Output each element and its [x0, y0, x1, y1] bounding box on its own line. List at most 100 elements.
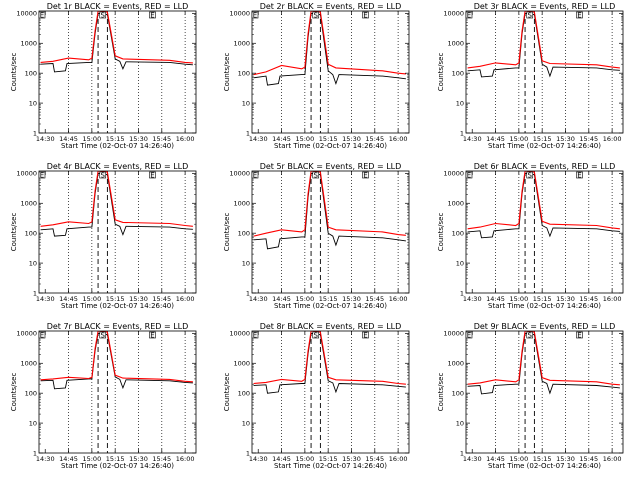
time-marker-label: E — [253, 171, 257, 179]
plot-frame — [251, 330, 410, 454]
x-tick-label: 14:45 — [59, 135, 78, 143]
x-tick-label: 15:45 — [365, 455, 384, 463]
time-marker: E — [576, 171, 583, 179]
chart-panel-6: Det 6r BLACK = Events, RED = LLD 1 10 100 10… — [437, 162, 624, 310]
y-tick-label: 1000 — [20, 40, 37, 48]
y-tick-label: 1000 — [233, 200, 250, 208]
time-marker-label: E — [253, 11, 257, 19]
x-tick-label: 15:00 — [295, 455, 314, 463]
x-tick-label: 15:00 — [509, 295, 528, 303]
y-tick-label: 10 — [456, 259, 464, 267]
time-marker-label: E — [40, 331, 44, 339]
time-marker-label: E — [467, 331, 471, 339]
y-tick-label: 10000 — [16, 10, 37, 18]
time-marker: E — [38, 11, 46, 19]
x-tick-label: 15:15 — [106, 455, 125, 463]
chart-title: Det 6r BLACK = Events, RED = LLD — [474, 162, 616, 171]
y-tick-label: 10000 — [443, 330, 464, 338]
x-tick-label: 15:15 — [319, 135, 338, 143]
chart-title: Det 5r BLACK = Events, RED = LLD — [260, 162, 402, 171]
y-tick-label: 10 — [242, 419, 250, 427]
x-tick-label: 14:45 — [59, 295, 78, 303]
x-tick-label: 14:30 — [463, 135, 482, 143]
y-tick-label: 1000 — [20, 200, 37, 208]
x-tick-label: 14:45 — [272, 295, 291, 303]
x-tick-label: 15:15 — [533, 455, 552, 463]
time-marker: E — [149, 11, 156, 19]
time-marker-box — [312, 171, 320, 179]
time-marker: E — [251, 171, 259, 179]
time-marker-box — [38, 171, 46, 179]
y-tick-label: 10 — [29, 419, 37, 427]
x-tick-label: 16:00 — [389, 135, 408, 143]
plot-frame — [251, 10, 410, 134]
time-marker-label: E — [363, 331, 367, 339]
series-group — [40, 171, 193, 237]
y-tick-label: 100 — [25, 389, 37, 397]
chart-panel-1: Det 1r BLACK = Events, RED = LLD 1 10 100 10… — [10, 2, 197, 150]
x-tick-label: 16:00 — [176, 135, 195, 143]
x-tick-label: 14:45 — [486, 455, 505, 463]
x-tick-label: 14:30 — [36, 295, 55, 303]
y-tick-label: 1000 — [447, 40, 464, 48]
x-tick-label: 16:00 — [603, 295, 622, 303]
x-tick-label: 15:45 — [152, 295, 171, 303]
time-marker: E — [38, 171, 46, 179]
y-tick-label: 100 — [452, 389, 464, 397]
y-tick-label: 10 — [456, 99, 464, 107]
time-marker-box — [312, 331, 320, 339]
time-marker-label: E — [363, 11, 367, 19]
x-tick-label: 15:15 — [106, 135, 125, 143]
y-tick-label: 10 — [242, 99, 250, 107]
y-tick-label: 100 — [452, 229, 464, 237]
series-events-line — [467, 12, 620, 78]
y-tick-label: 10 — [29, 259, 37, 267]
time-marker-label: S — [314, 331, 319, 339]
time-marker-label: S — [314, 11, 319, 19]
plot-frame — [38, 10, 197, 134]
x-tick-label: 14:30 — [249, 135, 268, 143]
plot-frame — [251, 170, 410, 294]
y-axis-label: Counts/sec — [10, 53, 18, 92]
y-tick-label: 10000 — [16, 170, 37, 178]
time-marker-box — [251, 171, 259, 179]
time-marker-box — [465, 11, 473, 19]
y-axis-label: Counts/sec — [10, 373, 18, 412]
time-marker: E — [149, 331, 156, 339]
time-marker-box — [149, 331, 156, 339]
time-marker: E — [251, 331, 259, 339]
time-marker-label: S — [528, 171, 533, 179]
series-events-line — [40, 12, 193, 73]
time-marker: S — [99, 171, 107, 179]
time-marker-label: E — [40, 11, 44, 19]
time-marker-label: S — [101, 171, 106, 179]
time-marker: S — [99, 331, 107, 339]
time-marker-label: E — [253, 331, 257, 339]
chart-panel-2: Det 2r BLACK = Events, RED = LLD 1 10 100 10… — [223, 2, 410, 150]
time-marker: S — [312, 11, 320, 19]
time-marker: E — [576, 11, 583, 19]
time-marker-box — [149, 11, 156, 19]
y-tick-label: 10 — [29, 99, 37, 107]
x-tick-label: 15:45 — [365, 295, 384, 303]
x-tick-label: 15:30 — [129, 135, 148, 143]
time-marker: E — [465, 11, 473, 19]
y-tick-label: 1000 — [447, 360, 464, 368]
series-group — [253, 331, 406, 394]
chart-title: Det 9r BLACK = Events, RED = LLD — [474, 322, 616, 331]
y-axis-label: Counts/sec — [437, 53, 445, 92]
x-tick-label: 14:30 — [249, 295, 268, 303]
time-marker-label: S — [314, 171, 319, 179]
x-tick-label: 15:30 — [556, 455, 575, 463]
y-axis-label: Counts/sec — [10, 213, 18, 252]
x-tick-label: 15:15 — [533, 295, 552, 303]
x-tick-label: 15:30 — [342, 295, 361, 303]
chart-panel-9: Det 9r BLACK = Events, RED = LLD 1 10 100 10… — [437, 322, 624, 470]
y-tick-label: 100 — [452, 69, 464, 77]
y-tick-label: 10 — [456, 419, 464, 427]
time-marker-label: E — [577, 11, 581, 19]
time-marker-box — [576, 331, 583, 339]
time-marker-label: E — [467, 11, 471, 19]
y-axis-label: Counts/sec — [437, 213, 445, 252]
y-tick-label: 1 — [460, 129, 464, 137]
